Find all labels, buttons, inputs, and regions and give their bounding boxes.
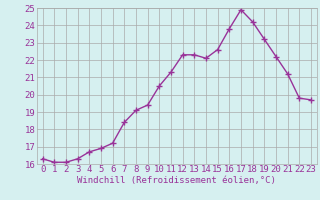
X-axis label: Windchill (Refroidissement éolien,°C): Windchill (Refroidissement éolien,°C) (77, 176, 276, 185)
